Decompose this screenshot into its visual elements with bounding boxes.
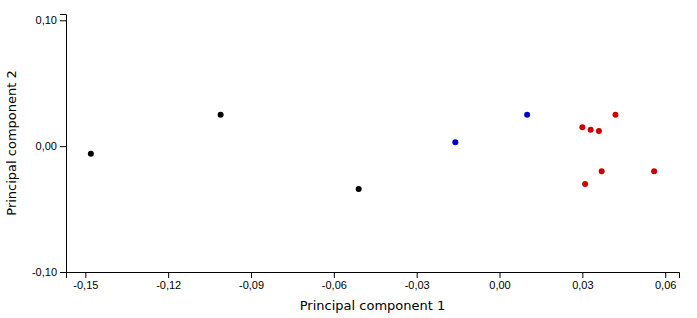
series [579, 112, 657, 187]
tick-mark [60, 272, 66, 273]
tick-label: -0,03 [405, 279, 430, 291]
series [88, 112, 362, 192]
tick: -0,03 [405, 272, 430, 291]
tick-mark [60, 20, 66, 21]
point [588, 127, 594, 133]
point [596, 128, 602, 134]
point [88, 151, 94, 157]
point [218, 112, 224, 118]
tick-label: -0,06 [322, 279, 347, 291]
tick-label: 0,00 [489, 279, 510, 291]
tick: 0,00 [36, 140, 66, 152]
tick: -0,15 [73, 272, 98, 291]
tick-label: -0,10 [32, 266, 57, 278]
tick-mark [417, 272, 418, 278]
chart: -0,15-0,12-0,09-0,06-0,030,000,030,06-0,… [0, 0, 697, 318]
tick: -0,12 [156, 272, 181, 291]
tick: 0,03 [572, 272, 593, 291]
point [356, 186, 362, 192]
tick-label: -0,12 [156, 279, 181, 291]
tick: -0,10 [32, 266, 66, 278]
point [651, 168, 657, 174]
tick-label: 0,03 [572, 279, 593, 291]
point [612, 112, 618, 118]
plot-area: -0,15-0,12-0,09-0,06-0,030,000,030,06-0,… [32, 14, 680, 290]
tick-mark [500, 272, 501, 278]
tick-mark [168, 272, 169, 278]
point [599, 168, 605, 174]
point [582, 181, 588, 187]
tick-mark [665, 272, 666, 278]
x-axis: -0,15 -0,12 -0,09 -0,06 -0,03 0,00 0,03 0,06 [67, 272, 680, 291]
tick-mark [582, 272, 583, 278]
tick-label: 0,10 [36, 14, 57, 26]
tick-mark [251, 272, 252, 278]
x-axis-title: Principal component 1 [300, 298, 445, 313]
tick: 0,00 [489, 272, 510, 291]
tick-label: 0,00 [36, 140, 57, 152]
tick-mark [85, 272, 86, 278]
axis-line [60, 15, 67, 273]
tick: 0,06 [655, 272, 676, 291]
tick-label: -0,09 [239, 279, 264, 291]
tick-mark [334, 272, 335, 278]
tick-label: -0,15 [73, 279, 98, 291]
y-axis-title: Principal component 2 [4, 70, 19, 215]
point [524, 112, 530, 118]
point [452, 139, 458, 145]
y-axis: -0,10 0,00 0,10 [32, 14, 67, 278]
series [452, 112, 530, 146]
point [579, 124, 585, 130]
tick: -0,09 [239, 272, 264, 291]
tick: 0,10 [36, 14, 66, 26]
tick-label: 0,06 [655, 279, 676, 291]
axis-line [67, 273, 680, 279]
tick: -0,06 [322, 272, 347, 291]
marks [88, 112, 657, 192]
tick-mark [60, 146, 66, 147]
